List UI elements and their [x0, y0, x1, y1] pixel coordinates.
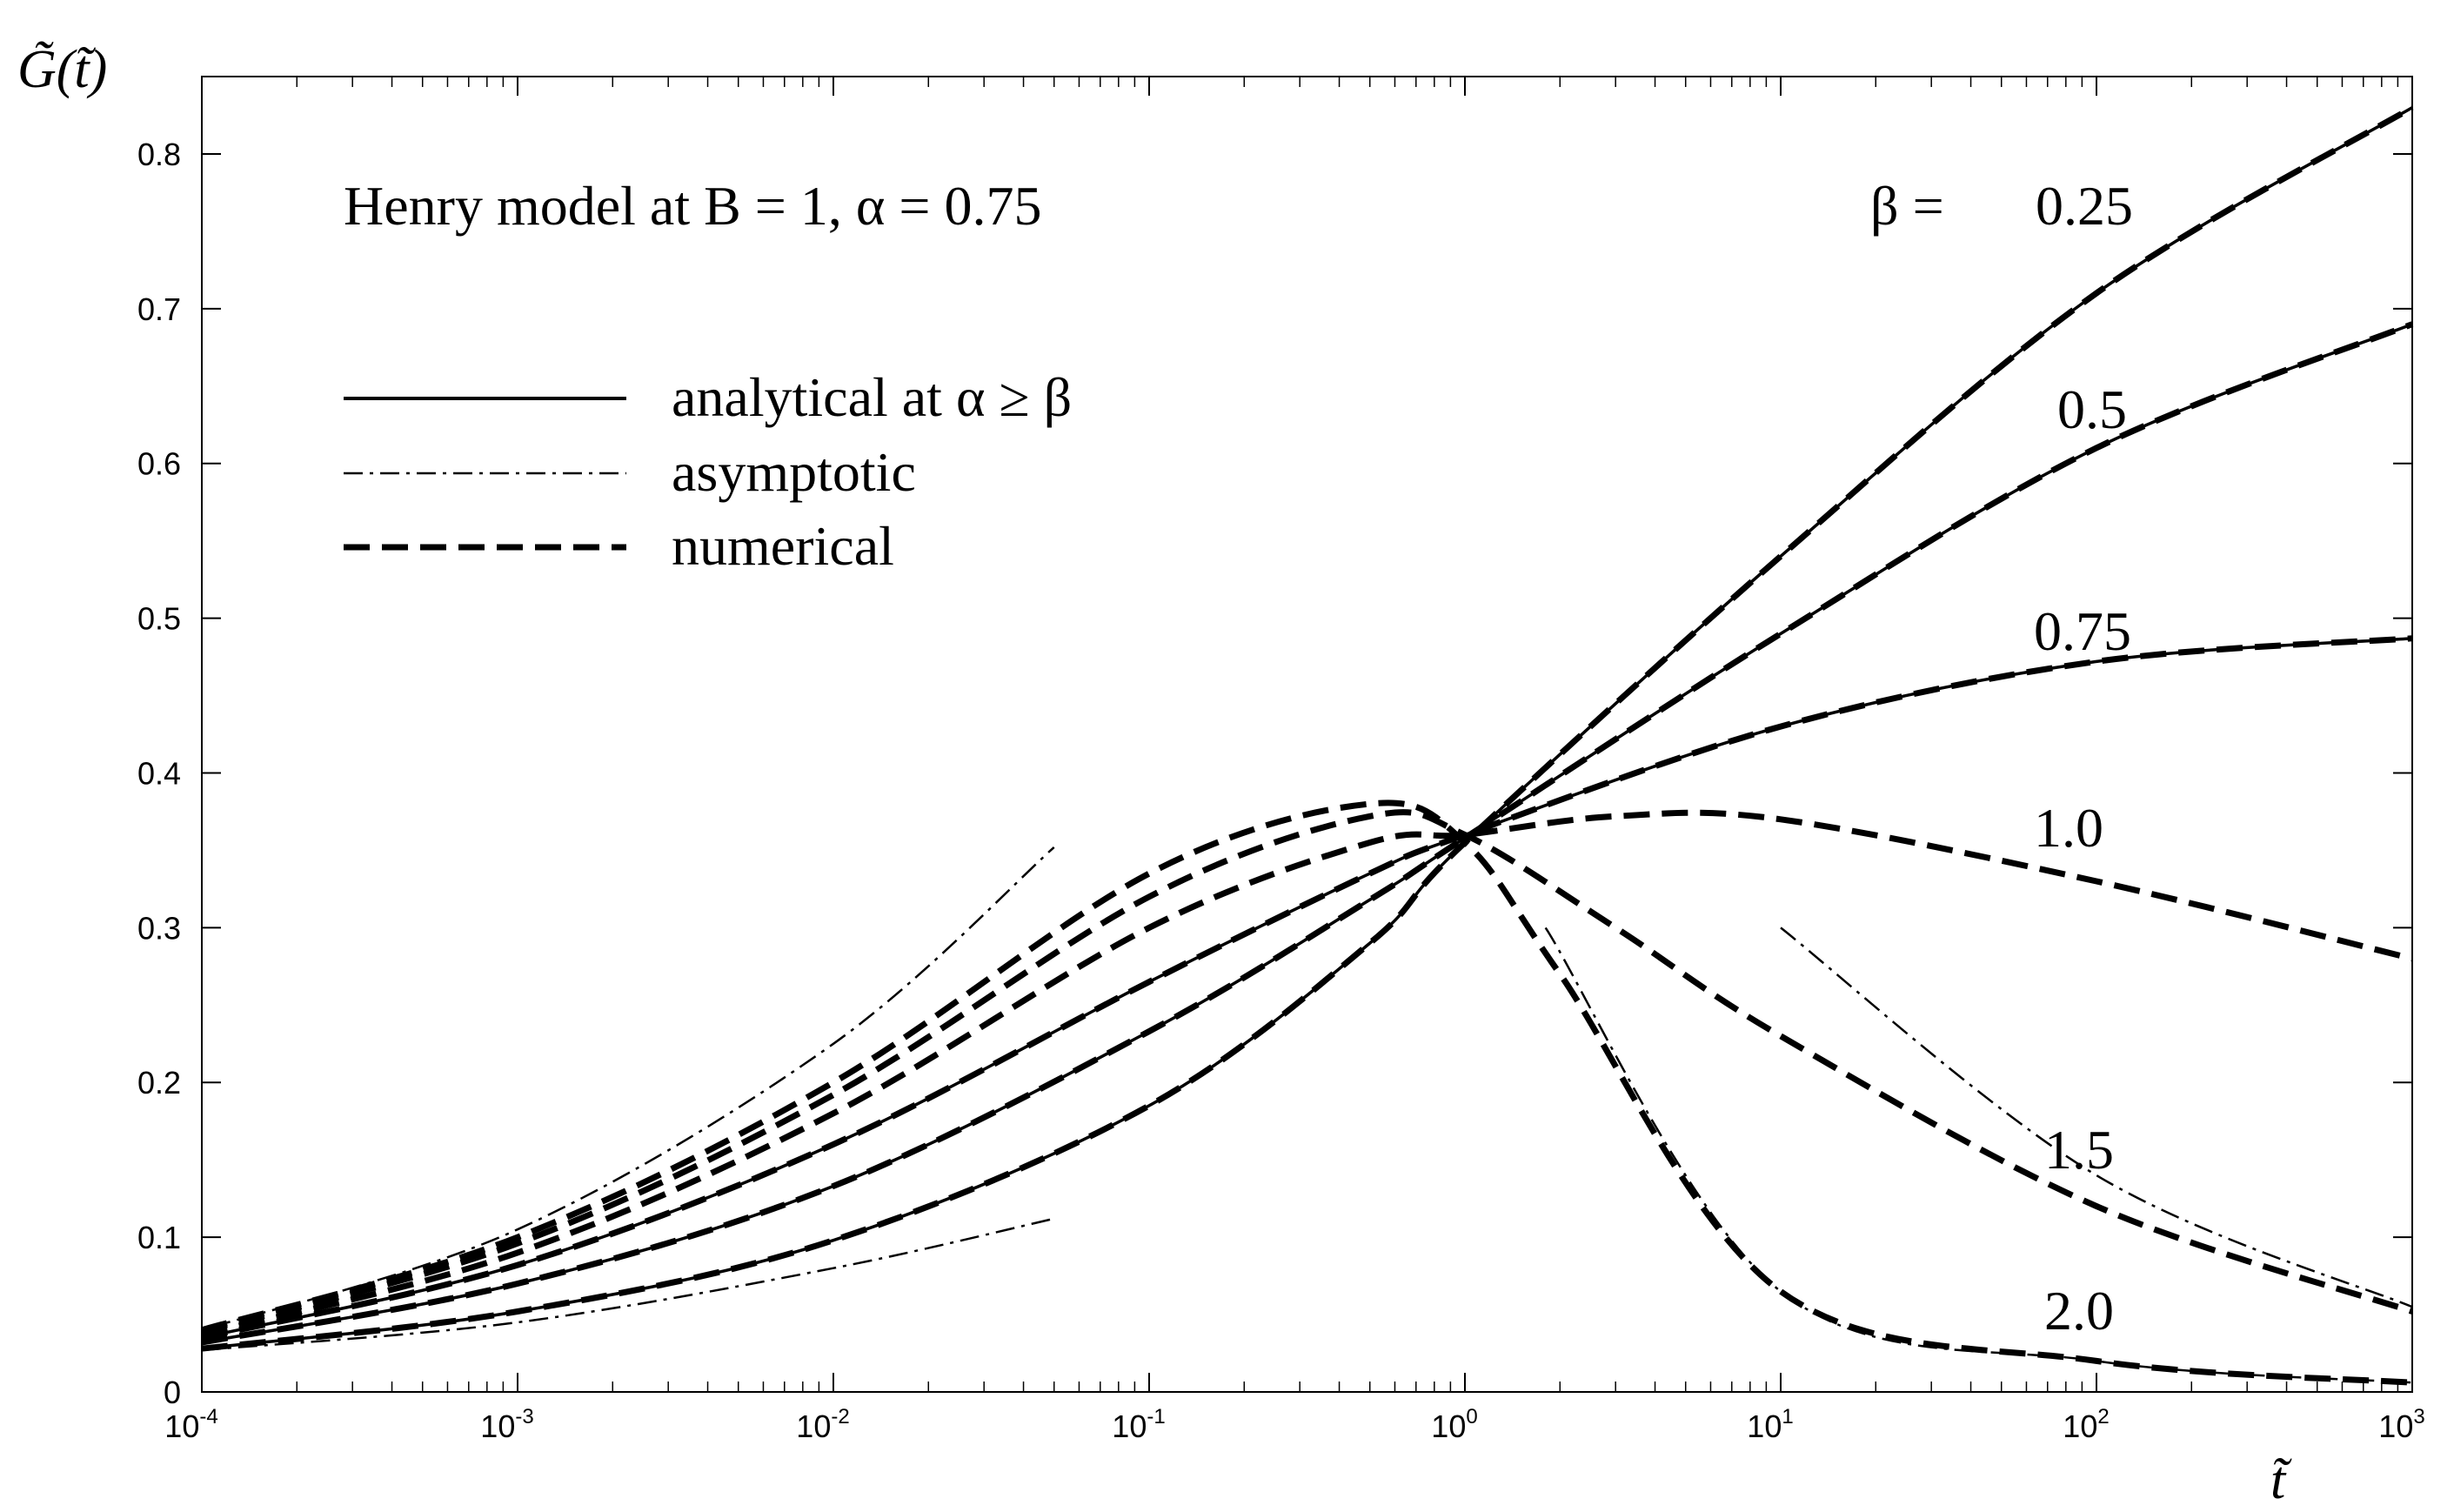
series-line-numerical-0.25 — [201, 104, 2414, 1352]
y-tick-label: 0.4 — [137, 755, 181, 791]
y-tick-label: 0 — [164, 1375, 181, 1410]
x-tick-label: 103 — [2378, 1405, 2424, 1444]
series-line-numerical-1.5 — [201, 809, 2414, 1335]
y-tick-label: 0.6 — [137, 446, 181, 482]
curves — [201, 104, 2414, 1386]
y-tick-label: 0.8 — [137, 137, 181, 172]
legend-label-asymptotic: asymptotic — [672, 441, 916, 503]
beta-header: β = — [1870, 175, 1944, 237]
x-tick-labels: 10-4 10-3 10-2 10-1 100 101 102 103 — [164, 1405, 2424, 1444]
x-tick-label: 10-3 — [480, 1405, 533, 1444]
beta-label-0.25: 0.25 — [2036, 175, 2133, 237]
series-line-analytical-0.5 — [201, 322, 2413, 1344]
series-line-numerical-1.0 — [201, 809, 2413, 1338]
minor-ticks — [296, 77, 2399, 1392]
beta-label-0.75: 0.75 — [2034, 600, 2131, 662]
y-tick-labels: 0 0.1 0.2 0.3 0.4 0.5 0.6 0.7 0.8 — [137, 137, 181, 1410]
beta-label-2.0: 2.0 — [2044, 1280, 2114, 1341]
chart-title: Henry model at B = 1, α = 0.75 — [344, 175, 1042, 237]
x-tick-label: 10-2 — [796, 1405, 849, 1444]
series-line-numerical-0.75 — [201, 635, 2413, 1341]
x-tick-label: 101 — [1747, 1405, 1793, 1444]
asymptote-line-0 — [201, 1217, 1054, 1352]
x-tick-label: 100 — [1431, 1405, 1477, 1444]
beta-label-1.0: 1.0 — [2034, 797, 2103, 859]
y-tick-label: 0.7 — [137, 291, 181, 327]
y-tick-label: 0.1 — [137, 1220, 181, 1255]
beta-label-0.5: 0.5 — [2057, 378, 2127, 440]
legend: analytical at α ≥ β asymptotic numerical — [344, 366, 1072, 577]
asymptote-line-2 — [1780, 927, 2413, 1308]
legend-label-analytical: analytical at α ≥ β — [672, 366, 1072, 428]
series-line-numerical-2.0 — [201, 799, 2413, 1386]
x-tick-label: 102 — [2063, 1405, 2109, 1444]
y-tick-label: 0.2 — [137, 1065, 181, 1101]
asymptote-line-3 — [1544, 927, 2413, 1384]
y-tick-label: 0.3 — [137, 910, 181, 946]
plot-frame — [201, 76, 2413, 1393]
x-axis-label: t̃ — [2270, 1451, 2292, 1510]
x-tick-label: 10-1 — [1112, 1405, 1165, 1444]
y-tick-label: 0.5 — [137, 601, 181, 637]
legend-label-numerical: numerical — [672, 515, 894, 577]
y-axis-label: G̃(t̃) — [17, 40, 107, 99]
major-ticks — [201, 77, 2413, 1393]
x-tick-label: 10-4 — [164, 1405, 217, 1444]
beta-label-1.5: 1.5 — [2044, 1119, 2114, 1181]
